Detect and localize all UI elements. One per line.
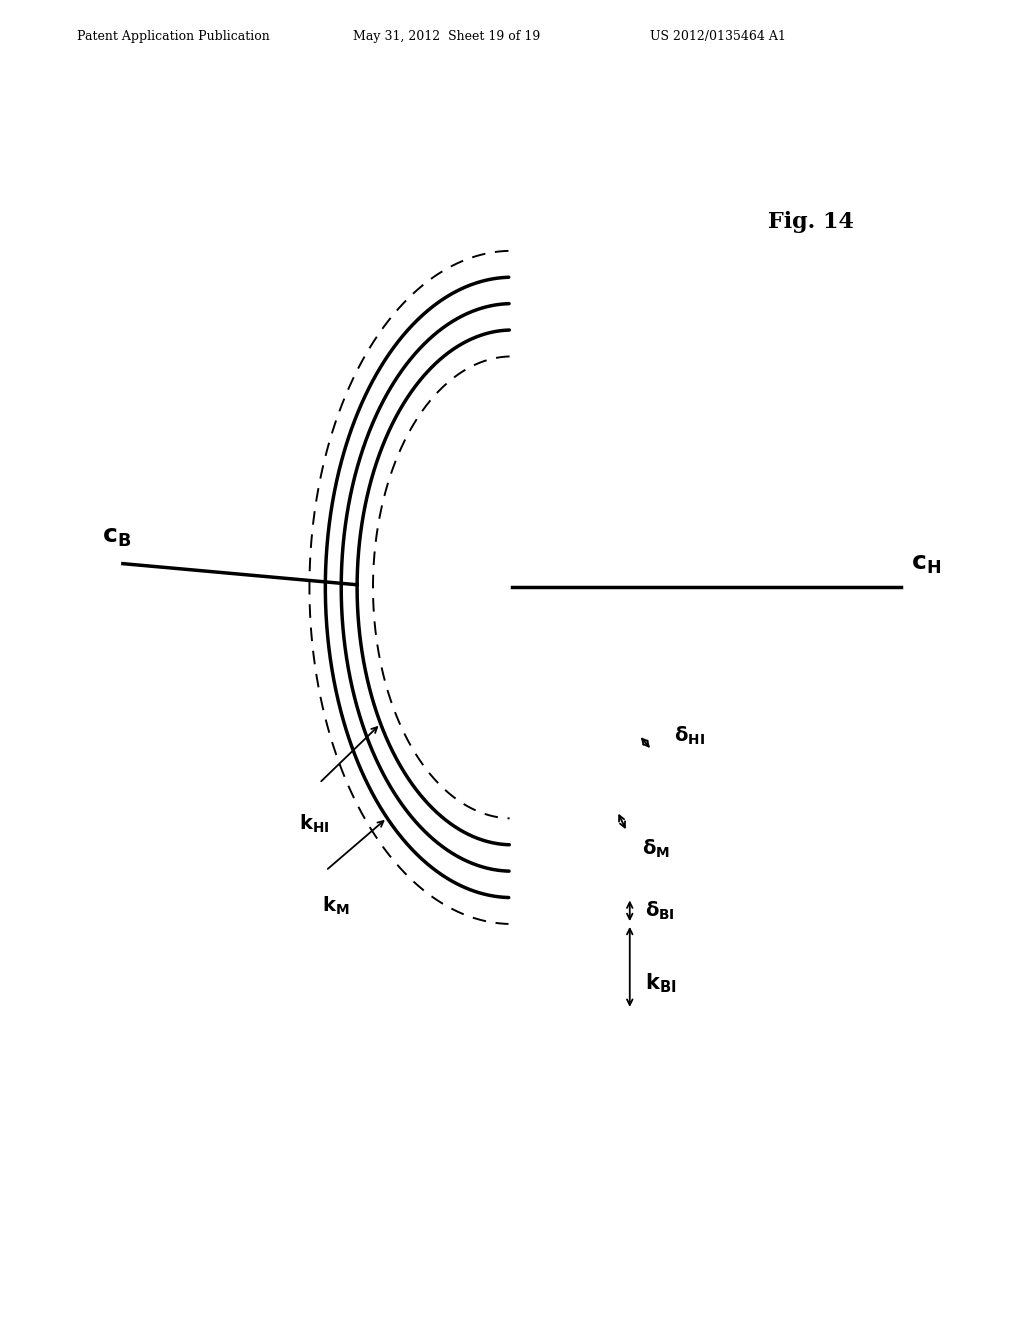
Text: $\mathbf{k_M}$: $\mathbf{k_M}$: [323, 895, 349, 917]
Text: $\mathbf{\delta_{BI}}$: $\mathbf{\delta_{BI}}$: [645, 900, 675, 921]
Text: $\mathbf{c_B}$: $\mathbf{c_B}$: [102, 525, 132, 549]
Text: Fig. 14: Fig. 14: [768, 211, 854, 234]
Text: $\mathbf{k_{BI}}$: $\mathbf{k_{BI}}$: [645, 972, 677, 994]
Text: $\mathbf{\delta_{HI}}$: $\mathbf{\delta_{HI}}$: [675, 725, 706, 747]
Text: US 2012/0135464 A1: US 2012/0135464 A1: [650, 30, 786, 44]
Text: May 31, 2012  Sheet 19 of 19: May 31, 2012 Sheet 19 of 19: [353, 30, 541, 44]
Text: $\mathbf{\delta_M}$: $\mathbf{\delta_M}$: [642, 837, 671, 859]
Text: $\mathbf{c_H}$: $\mathbf{c_H}$: [911, 552, 941, 576]
Text: Patent Application Publication: Patent Application Publication: [77, 30, 269, 44]
Text: $\mathbf{k_{HI}}$: $\mathbf{k_{HI}}$: [299, 812, 330, 834]
